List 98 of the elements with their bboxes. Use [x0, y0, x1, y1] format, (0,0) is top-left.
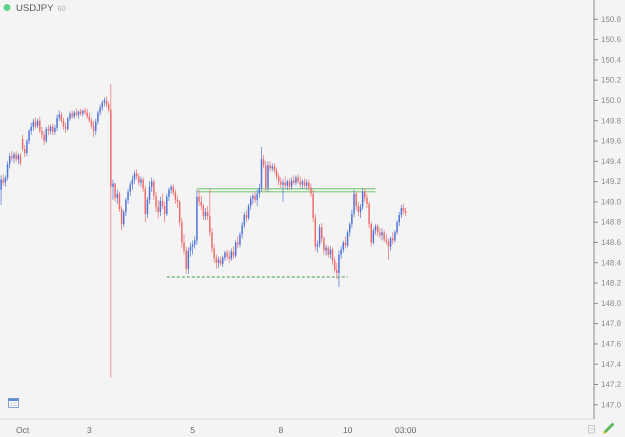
y-tick-label: 147.8: [601, 319, 622, 328]
chart-title: USDJPY: [16, 3, 54, 14]
candlestick: [344, 236, 346, 249]
candlestick: [56, 114, 58, 132]
candlestick: [160, 196, 162, 216]
candlestick: [92, 120, 94, 138]
candlestick: [338, 250, 340, 288]
candlestick: [192, 240, 194, 255]
y-tick-label: 149.6: [601, 136, 622, 146]
x-tick-label: 3: [86, 425, 92, 436]
candlestick: [290, 177, 292, 190]
candlestick: [36, 118, 38, 128]
candlestick: [13, 152, 15, 164]
candlestick: [32, 118, 34, 132]
candlestick: [112, 179, 114, 200]
candlestick: [52, 123, 54, 136]
y-tick-label: 150.8: [601, 14, 622, 24]
y-tick-label: 149.8: [601, 116, 622, 126]
x-tick-label: 03:00: [395, 425, 417, 436]
candlestick: [73, 110, 76, 120]
candlestick: [327, 245, 329, 258]
y-tick-label: 147.4: [601, 360, 622, 369]
y-tick-label: 147.0: [601, 400, 622, 410]
candlestick: [280, 177, 282, 188]
candlestick: [388, 238, 390, 260]
candlestick: [84, 107, 86, 115]
y-tick-label: 150.6: [601, 35, 622, 44]
candlestick: [293, 175, 295, 185]
candlestick: [46, 126, 48, 144]
y-tick-label: 148.4: [601, 258, 622, 268]
candlestick: [304, 178, 306, 188]
y-tick-label: 148.6: [601, 238, 622, 248]
candlestick: [271, 162, 274, 172]
candlestick: [392, 232, 394, 245]
candlestick: [379, 228, 381, 239]
candlestick: [234, 240, 236, 258]
candlestick: [297, 174, 299, 184]
candlestick: [330, 246, 332, 260]
candlestick: [114, 182, 116, 202]
candlestick: [286, 179, 288, 190]
candlestick: [402, 204, 404, 214]
y-tick-label: 149.4: [601, 156, 622, 166]
y-tick-label: 148.0: [601, 298, 622, 308]
candlestick: [43, 130, 45, 146]
x-tick-label: 10: [342, 425, 353, 436]
candlestick: [299, 176, 301, 188]
candlestick: [104, 97, 106, 107]
candlestick: [295, 175, 297, 186]
candlestick: [282, 179, 284, 202]
candlestick: [306, 179, 308, 190]
x-tick-label: Oct: [16, 425, 30, 436]
candlestick: [372, 228, 374, 245]
candlestick: [198, 189, 200, 206]
candlestick: [140, 176, 142, 188]
candlestick: [48, 124, 50, 136]
x-tick-label: 5: [190, 425, 196, 436]
y-tick-label: 150.4: [601, 55, 622, 64]
y-tick-label: 149.0: [601, 197, 622, 206]
candlestick: [302, 179, 304, 190]
y-tick-label: 149.2: [601, 177, 622, 186]
candlestick: [50, 124, 52, 134]
candlestick: [246, 210, 248, 223]
candlestick: [218, 256, 220, 268]
candlestick: [86, 108, 88, 120]
candlestick: [0, 175, 2, 206]
candlestick: [288, 178, 290, 190]
candlestick: [381, 228, 383, 241]
candlestick: [383, 230, 385, 243]
candlestick: [76, 108, 78, 118]
candlestick: [232, 246, 234, 260]
y-tick-label: 150.0: [601, 96, 622, 105]
candlestick: [228, 250, 230, 264]
candlestick: [220, 256, 222, 266]
candlestick: [325, 244, 327, 256]
candlestick: [11, 150, 13, 162]
candlestick: [116, 189, 118, 204]
candlestick: [237, 236, 239, 249]
candlestick: [18, 152, 20, 165]
y-tick-label: 148.2: [601, 278, 622, 288]
candlestick: [267, 160, 269, 192]
y-tick-label: 147.6: [601, 339, 622, 348]
candlestick: [284, 176, 286, 190]
candlestick: [138, 173, 140, 186]
y-tick-label: 147.2: [601, 380, 622, 390]
x-tick-label: 8: [278, 425, 284, 436]
candlestick: [2, 174, 4, 186]
candlestick: [20, 152, 22, 166]
candlestick: [390, 236, 392, 251]
y-tick-label: 150.2: [601, 76, 622, 85]
candlestick: [254, 191, 256, 204]
candlestick: [376, 224, 378, 237]
y-tick-label: 148.8: [601, 218, 622, 227]
candlestick: [204, 208, 206, 221]
candlestick: [15, 150, 17, 162]
candlestick: [269, 160, 271, 172]
candlestick: [226, 249, 228, 260]
candlestick: [230, 248, 232, 262]
candlestick: [34, 117, 36, 130]
